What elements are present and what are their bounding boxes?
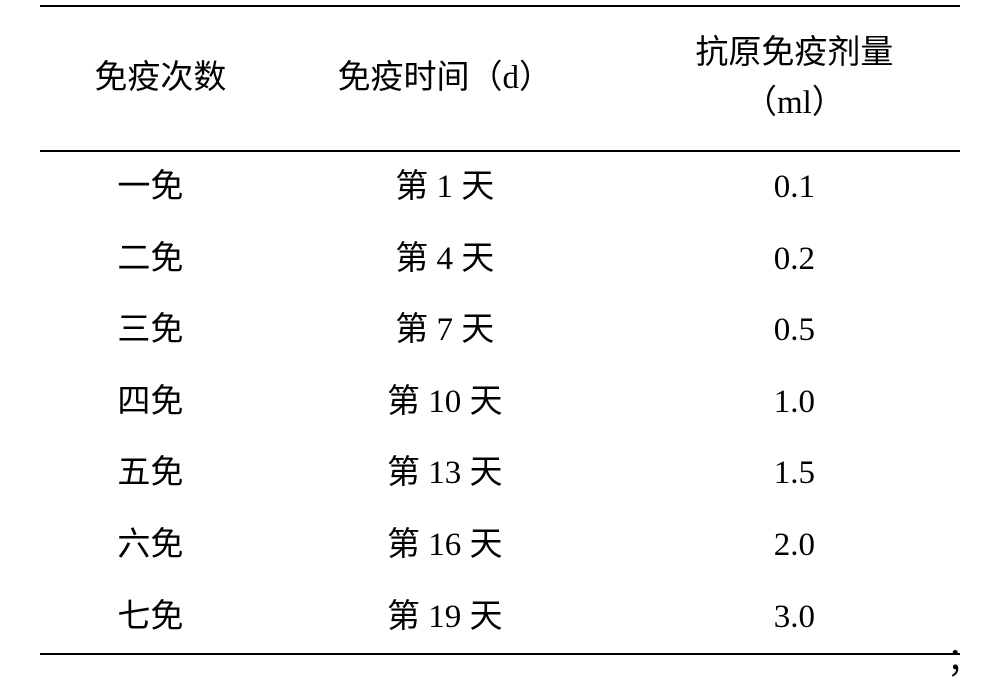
header-dose-line2: （ml） xyxy=(695,79,893,129)
cell-time: 第 4 天 xyxy=(261,224,629,296)
cell-time: 第 16 天 xyxy=(261,510,629,582)
cell-count: 一免 xyxy=(40,151,261,224)
cell-time: 第 13 天 xyxy=(261,438,629,510)
cell-count: 三免 xyxy=(40,295,261,367)
cell-count: 六免 xyxy=(40,510,261,582)
immunization-table-container: 免疫次数 免疫时间（d） 抗原免疫剂量 （ml） 一免 第 1 天 0.1 二免… xyxy=(40,5,960,655)
header-time: 免疫时间（d） xyxy=(261,6,629,151)
cell-dose: 0.1 xyxy=(629,151,960,224)
cell-dose: 1.0 xyxy=(629,367,960,439)
cell-time: 第 7 天 xyxy=(261,295,629,367)
cell-count: 二免 xyxy=(40,224,261,296)
table-row: 二免 第 4 天 0.2 xyxy=(40,224,960,296)
cell-dose: 0.2 xyxy=(629,224,960,296)
cell-dose: 2.0 xyxy=(629,510,960,582)
table-row: 六免 第 16 天 2.0 xyxy=(40,510,960,582)
trailing-semicolon: ； xyxy=(947,633,980,681)
cell-time: 第 19 天 xyxy=(261,582,629,655)
cell-dose: 0.5 xyxy=(629,295,960,367)
cell-count: 七免 xyxy=(40,582,261,655)
cell-time: 第 10 天 xyxy=(261,367,629,439)
header-dose: 抗原免疫剂量 （ml） xyxy=(629,6,960,151)
cell-dose: 3.0 xyxy=(629,582,960,655)
cell-count: 四免 xyxy=(40,367,261,439)
table-header-row: 免疫次数 免疫时间（d） 抗原免疫剂量 （ml） xyxy=(40,6,960,151)
header-count: 免疫次数 xyxy=(40,6,261,151)
immunization-table: 免疫次数 免疫时间（d） 抗原免疫剂量 （ml） 一免 第 1 天 0.1 二免… xyxy=(40,5,960,655)
cell-time: 第 1 天 xyxy=(261,151,629,224)
cell-count: 五免 xyxy=(40,438,261,510)
cell-dose: 1.5 xyxy=(629,438,960,510)
table-row: 三免 第 7 天 0.5 xyxy=(40,295,960,367)
table-row: 一免 第 1 天 0.1 xyxy=(40,151,960,224)
table-row: 七免 第 19 天 3.0 xyxy=(40,582,960,655)
table-row: 五免 第 13 天 1.5 xyxy=(40,438,960,510)
table-row: 四免 第 10 天 1.0 xyxy=(40,367,960,439)
header-dose-line1: 抗原免疫剂量 xyxy=(695,29,893,79)
